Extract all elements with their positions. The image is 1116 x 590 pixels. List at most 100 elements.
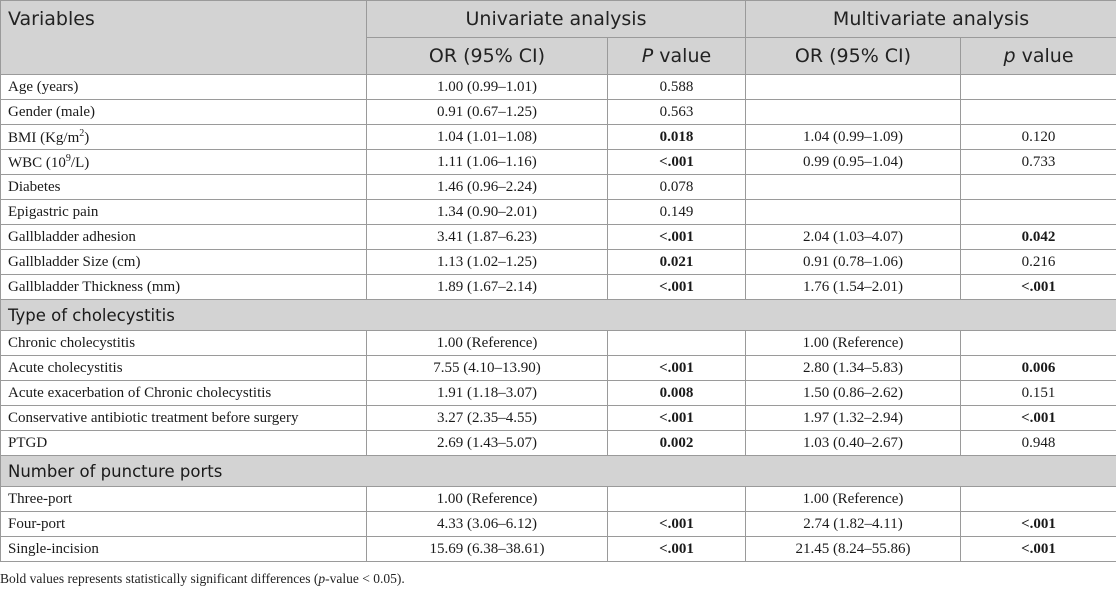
variable-cell: Acute exacerbation of Chronic cholecysti… bbox=[0, 380, 367, 406]
multivariate-p-cell: 0.120 bbox=[959, 124, 1116, 150]
multivariate-p-cell: <.001 bbox=[959, 536, 1116, 562]
multivariate-p-cell: 0.042 bbox=[959, 224, 1116, 250]
univariate-p-cell: <.001 bbox=[607, 511, 746, 537]
variable-cell: Single-incision bbox=[0, 536, 367, 562]
multivariate-p-cell bbox=[959, 199, 1116, 225]
univariate-or-cell: 1.00 (Reference) bbox=[366, 330, 608, 356]
footnote-post: -value < 0.05). bbox=[325, 571, 405, 586]
multivariate-or-cell: 1.50 (0.86–2.62) bbox=[745, 380, 961, 406]
variable-cell: Chronic cholecystitis bbox=[0, 330, 367, 356]
univariate-p-cell: <.001 bbox=[607, 224, 746, 250]
table-row: Gender (male) 0.91 (0.67–1.25) 0.563 bbox=[0, 99, 1116, 125]
footnote: Bold values represents statistically sig… bbox=[0, 571, 405, 587]
univariate-p-cell: <.001 bbox=[607, 355, 746, 381]
univariate-or-cell: 1.11 (1.06–1.16) bbox=[366, 149, 608, 175]
multivariate-or-cell bbox=[745, 174, 961, 200]
univariate-p-cell: <.001 bbox=[607, 274, 746, 300]
table-row: Gallbladder Thickness (mm) 1.89 (1.67–2.1… bbox=[0, 274, 1116, 300]
univariate-or-cell: 1.04 (1.01–1.08) bbox=[366, 124, 608, 150]
variable-cell: Four-port bbox=[0, 511, 367, 537]
variable-cell: Gallbladder Thickness (mm) bbox=[0, 274, 367, 300]
variable-text: WBC (10 bbox=[8, 154, 66, 171]
univariate-p-cell: 0.021 bbox=[607, 249, 746, 275]
univariate-or-cell: 1.00 (0.99–1.01) bbox=[366, 74, 608, 100]
variable-cell: Gallbladder Size (cm) bbox=[0, 249, 367, 275]
section-label: Type of cholecystitis bbox=[0, 299, 1116, 331]
univariate-or-cell: 3.41 (1.87–6.23) bbox=[366, 224, 608, 250]
multivariate-or-cell: 2.04 (1.03–4.07) bbox=[745, 224, 961, 250]
variable-text: ) bbox=[84, 129, 90, 146]
multivariate-p-cell: 0.733 bbox=[959, 149, 1116, 175]
variable-cell: WBC (109/L) bbox=[0, 149, 367, 175]
multivariate-or-cell: 1.76 (1.54–2.01) bbox=[745, 274, 961, 300]
variable-cell: Gender (male) bbox=[0, 99, 367, 125]
univariate-or-cell: 1.91 (1.18–3.07) bbox=[366, 380, 608, 406]
table-row: Chronic cholecystitis 1.00 (Reference) 1.0… bbox=[0, 330, 1116, 356]
multivariate-p-cell: <.001 bbox=[959, 274, 1116, 300]
variable-superscript: 9 bbox=[65, 152, 71, 164]
univariate-p-cell: 0.078 bbox=[607, 174, 746, 200]
table-row: Acute exacerbation of Chronic cholecysti… bbox=[0, 380, 1116, 406]
univariate-or-cell: 2.69 (1.43–5.07) bbox=[366, 430, 608, 456]
multivariate-p-cell: 0.948 bbox=[959, 430, 1116, 456]
multivariate-p-cell: 0.006 bbox=[959, 355, 1116, 381]
multivariate-or-cell: 0.99 (0.95–1.04) bbox=[745, 149, 961, 175]
multivariate-p-cell: 0.216 bbox=[959, 249, 1116, 275]
univariate-or-cell: 15.69 (6.38–38.61) bbox=[366, 536, 608, 562]
univariate-p-cell: 0.002 bbox=[607, 430, 746, 456]
variables-header: Variables bbox=[0, 0, 367, 75]
univariate-p-cell: 0.008 bbox=[607, 380, 746, 406]
univariate-or-cell: 0.91 (0.67–1.25) bbox=[366, 99, 608, 125]
univariate-or-cell: 7.55 (4.10–13.90) bbox=[366, 355, 608, 381]
variable-text: BMI (Kg/m bbox=[8, 129, 80, 146]
univariate-or-header: OR (95% CI) bbox=[366, 37, 608, 75]
univariate-or-cell: 1.89 (1.67–2.14) bbox=[366, 274, 608, 300]
multivariate-p-cell: <.001 bbox=[959, 405, 1116, 431]
univariate-p-cell: 0.149 bbox=[607, 199, 746, 225]
multivariate-p-cell: 0.151 bbox=[959, 380, 1116, 406]
univariate-p-cell: 0.018 bbox=[607, 124, 746, 150]
variable-cell: Diabetes bbox=[0, 174, 367, 200]
section-header-cholecystitis: Type of cholecystitis bbox=[0, 299, 1116, 331]
table-row: Acute cholecystitis 7.55 (4.10–13.90) <.00… bbox=[0, 355, 1116, 381]
univariate-or-cell: 1.00 (Reference) bbox=[366, 486, 608, 512]
multivariate-p-cell bbox=[959, 486, 1116, 512]
univariate-or-cell: 3.27 (2.35–4.55) bbox=[366, 405, 608, 431]
multivariate-or-cell: 1.97 (1.32–2.94) bbox=[745, 405, 961, 431]
table-row: Single-incision 15.69 (6.38–38.61) <.001 21… bbox=[0, 536, 1116, 562]
multivariate-p-cell bbox=[959, 74, 1116, 100]
variable-cell: Age (years) bbox=[0, 74, 367, 100]
p-letter: p bbox=[1003, 45, 1016, 67]
table-row: WBC (109/L) 1.11 (1.06–1.16) <.001 0.99 (0.… bbox=[0, 149, 1116, 175]
table-row: Three-port 1.00 (Reference) 1.00 (Referenc… bbox=[0, 486, 1116, 512]
footnote-pre: Bold values represents statistically sig… bbox=[0, 571, 319, 586]
multivariate-or-cell: 1.00 (Reference) bbox=[745, 486, 961, 512]
table-row: Conservative antibiotic treatment before… bbox=[0, 405, 1116, 431]
variable-cell: Three-port bbox=[0, 486, 367, 512]
variable-text: /L) bbox=[70, 154, 90, 171]
table-row: PTGD 2.69 (1.43–5.07) 0.002 1.03 (0.40–2.67… bbox=[0, 430, 1116, 456]
table-row: BMI (Kg/m2) 1.04 (1.01–1.08) 0.018 1.04 (0.… bbox=[0, 124, 1116, 150]
multivariate-or-cell: 2.80 (1.34–5.83) bbox=[745, 355, 961, 381]
multivariate-p-cell bbox=[959, 99, 1116, 125]
multivariate-or-cell bbox=[745, 99, 961, 125]
univariate-header: Univariate analysis bbox=[366, 0, 746, 38]
multivariate-p-cell bbox=[959, 330, 1116, 356]
variable-cell: PTGD bbox=[0, 430, 367, 456]
multivariate-p-cell bbox=[959, 174, 1116, 200]
p-letter: P bbox=[641, 45, 654, 67]
table-row: Gallbladder Size (cm) 1.13 (1.02–1.25) 0.0… bbox=[0, 249, 1116, 275]
footnote-italic: p bbox=[318, 571, 326, 586]
univariate-p-header: P value bbox=[607, 37, 746, 75]
variable-cell: Gallbladder adhesion bbox=[0, 224, 367, 250]
univariate-p-cell: 0.588 bbox=[607, 74, 746, 100]
univariate-p-cell: <.001 bbox=[607, 149, 746, 175]
multivariate-or-cell bbox=[745, 74, 961, 100]
variable-superscript: 2 bbox=[79, 127, 85, 139]
value-word: value bbox=[1021, 45, 1074, 67]
multivariate-header: Multivariate analysis bbox=[744, 0, 1116, 38]
multivariate-or-header: OR (95% CI) bbox=[745, 37, 961, 75]
univariate-p-cell: <.001 bbox=[607, 536, 746, 562]
univariate-or-cell: 1.46 (0.96–2.24) bbox=[366, 174, 608, 200]
variable-cell: Epigastric pain bbox=[0, 199, 367, 225]
